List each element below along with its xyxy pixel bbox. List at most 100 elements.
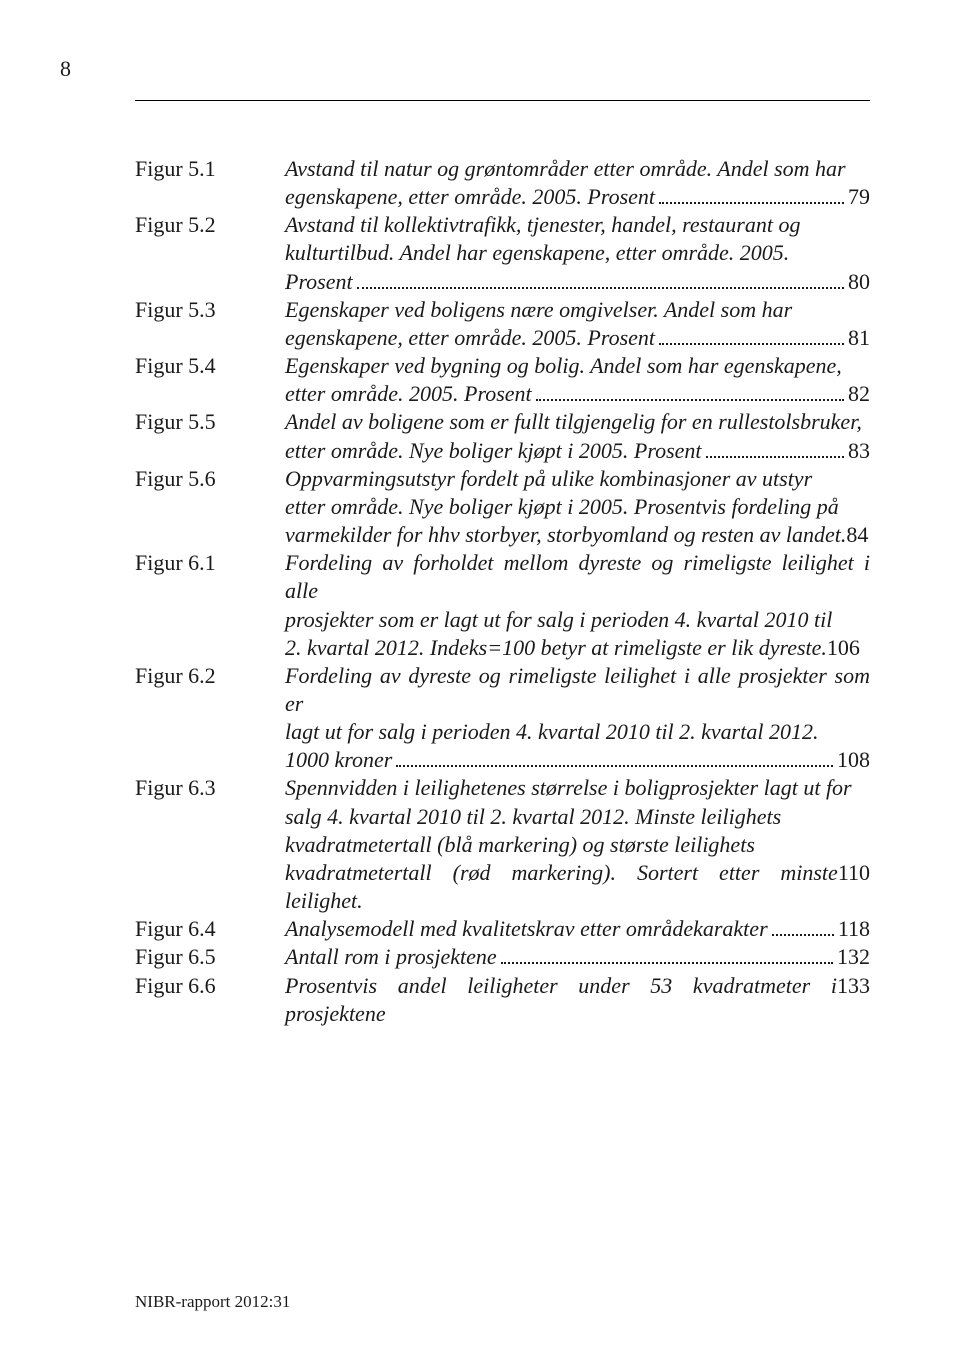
figure-label: Figur 6.4 bbox=[135, 915, 285, 943]
figure-leader-line: egenskapene, etter område. 2005. Prosent… bbox=[285, 324, 870, 352]
figure-page-number: 83 bbox=[848, 437, 870, 465]
figure-text-line: Avstand til kollektivtrafikk, tjenester,… bbox=[285, 211, 870, 239]
leader-dots bbox=[536, 399, 844, 401]
list-of-figures: Figur 5.1Avstand til natur og grøntområd… bbox=[135, 155, 870, 1028]
document-page: 8 Figur 5.1Avstand til natur og grøntomr… bbox=[0, 0, 960, 1367]
figure-description: Avstand til kollektivtrafikk, tjenester,… bbox=[285, 211, 870, 295]
figure-label: Figur 5.5 bbox=[135, 408, 285, 436]
figure-last-text: egenskapene, etter område. 2005. Prosent bbox=[285, 324, 655, 352]
figure-description: Prosentvis andel leiligheter under 53 kv… bbox=[285, 972, 870, 1028]
figure-last-text: varmekilder for hhv storbyer, storbyomla… bbox=[285, 521, 846, 549]
leader-dots bbox=[706, 456, 844, 458]
figure-text-line: Spennvidden i leilighetenes størrelse i … bbox=[285, 774, 870, 802]
figure-page-number: 108 bbox=[837, 746, 870, 774]
figure-description: Antall rom i prosjektene 132 bbox=[285, 943, 870, 971]
figure-entry: Figur 6.4Analysemodell med kvalitetskrav… bbox=[135, 915, 870, 943]
figure-text-line: Oppvarmingsutstyr fordelt på ulike kombi… bbox=[285, 465, 870, 493]
figure-description: Analysemodell med kvalitetskrav etter om… bbox=[285, 915, 870, 943]
figure-last-text: Prosent bbox=[285, 268, 353, 296]
figure-entry: Figur 6.1Fordeling av forholdet mellom d… bbox=[135, 549, 870, 662]
figure-page-number: 110 bbox=[838, 859, 870, 887]
figure-description: Fordeling av forholdet mellom dyreste og… bbox=[285, 549, 870, 662]
figure-text-line: Fordeling av forholdet mellom dyreste og… bbox=[285, 549, 870, 605]
figure-entry: Figur 6.5Antall rom i prosjektene 132 bbox=[135, 943, 870, 971]
leader-dots bbox=[501, 962, 833, 964]
figure-text-line: Egenskaper ved boligens nære omgivelser.… bbox=[285, 296, 870, 324]
footer-report-id: NIBR-rapport 2012:31 bbox=[135, 1292, 290, 1312]
figure-last-text: Antall rom i prosjektene bbox=[285, 943, 497, 971]
figure-leader-line: kvadratmetertall (rød markering). Sorter… bbox=[285, 859, 870, 915]
figure-text-line: salg 4. kvartal 2010 til 2. kvartal 2012… bbox=[285, 803, 870, 831]
leader-dots bbox=[772, 934, 834, 936]
figure-last-text: Prosentvis andel leiligheter under 53 kv… bbox=[285, 972, 837, 1028]
figure-text-line: kulturtilbud. Andel har egenskapene, ett… bbox=[285, 239, 870, 267]
figure-label: Figur 6.2 bbox=[135, 662, 285, 690]
figure-leader-line: varmekilder for hhv storbyer, storbyomla… bbox=[285, 521, 870, 549]
figure-entry: Figur 5.1Avstand til natur og grøntområd… bbox=[135, 155, 870, 211]
leader-dots bbox=[357, 287, 844, 289]
figure-label: Figur 5.6 bbox=[135, 465, 285, 493]
figure-label: Figur 6.5 bbox=[135, 943, 285, 971]
page-number: 8 bbox=[60, 56, 71, 82]
figure-leader-line: etter område. Nye boliger kjøpt i 2005. … bbox=[285, 437, 870, 465]
figure-page-number: 79 bbox=[848, 183, 870, 211]
leader-dots bbox=[659, 343, 844, 345]
figure-leader-line: egenskapene, etter område. 2005. Prosent… bbox=[285, 183, 870, 211]
figure-text-line: lagt ut for salg i perioden 4. kvartal 2… bbox=[285, 718, 870, 746]
figure-last-text: Analysemodell med kvalitetskrav etter om… bbox=[285, 915, 768, 943]
figure-label: Figur 5.2 bbox=[135, 211, 285, 239]
figure-entry: Figur 6.6Prosentvis andel leiligheter un… bbox=[135, 972, 870, 1028]
figure-page-number: 132 bbox=[837, 943, 870, 971]
figure-text-line: Avstand til natur og grøntområder etter … bbox=[285, 155, 870, 183]
figure-leader-line: 1000 kroner 108 bbox=[285, 746, 870, 774]
figure-label: Figur 5.4 bbox=[135, 352, 285, 380]
figure-description: Andel av boligene som er fullt tilgjenge… bbox=[285, 408, 870, 464]
figure-entry: Figur 6.2Fordeling av dyreste og rimelig… bbox=[135, 662, 870, 775]
figure-last-text: 2. kvartal 2012. Indeks=100 betyr at rim… bbox=[285, 634, 827, 662]
figure-entry: Figur 5.2Avstand til kollektivtrafikk, t… bbox=[135, 211, 870, 295]
figure-description: Egenskaper ved bygning og bolig. Andel s… bbox=[285, 352, 870, 408]
figure-last-text: 1000 kroner bbox=[285, 746, 392, 774]
figure-label: Figur 6.1 bbox=[135, 549, 285, 577]
figure-leader-line: 2. kvartal 2012. Indeks=100 betyr at rim… bbox=[285, 634, 870, 662]
figure-text-line: Egenskaper ved bygning og bolig. Andel s… bbox=[285, 352, 870, 380]
figure-entry: Figur 5.3Egenskaper ved boligens nære om… bbox=[135, 296, 870, 352]
figure-text-line: etter område. Nye boliger kjøpt i 2005. … bbox=[285, 493, 870, 521]
figure-leader-line: Antall rom i prosjektene 132 bbox=[285, 943, 870, 971]
figure-text-line: Fordeling av dyreste og rimeligste leili… bbox=[285, 662, 870, 718]
figure-leader-line: Analysemodell med kvalitetskrav etter om… bbox=[285, 915, 870, 943]
figure-last-text: kvadratmetertall (rød markering). Sorter… bbox=[285, 859, 838, 915]
figure-page-number: 81 bbox=[848, 324, 870, 352]
figure-leader-line: Prosentvis andel leiligheter under 53 kv… bbox=[285, 972, 870, 1028]
figure-text-line: kvadratmetertall (blå markering) og stør… bbox=[285, 831, 870, 859]
figure-page-number: 106 bbox=[827, 634, 860, 662]
figure-description: Fordeling av dyreste og rimeligste leili… bbox=[285, 662, 870, 775]
leader-dots bbox=[659, 202, 844, 204]
figure-last-text: etter område. 2005. Prosent bbox=[285, 380, 532, 408]
figure-label: Figur 5.3 bbox=[135, 296, 285, 324]
figure-page-number: 118 bbox=[838, 915, 870, 943]
figure-entry: Figur 6.3Spennvidden i leilighetenes stø… bbox=[135, 774, 870, 915]
figure-page-number: 82 bbox=[848, 380, 870, 408]
figure-entry: Figur 5.4Egenskaper ved bygning og bolig… bbox=[135, 352, 870, 408]
figure-description: Egenskaper ved boligens nære omgivelser.… bbox=[285, 296, 870, 352]
figure-text-line: Andel av boligene som er fullt tilgjenge… bbox=[285, 408, 870, 436]
figure-label: Figur 6.6 bbox=[135, 972, 285, 1000]
figure-page-number: 80 bbox=[848, 268, 870, 296]
figure-page-number: 133 bbox=[837, 972, 870, 1000]
figure-last-text: egenskapene, etter område. 2005. Prosent bbox=[285, 183, 655, 211]
figure-leader-line: Prosent 80 bbox=[285, 268, 870, 296]
figure-label: Figur 6.3 bbox=[135, 774, 285, 802]
figure-leader-line: etter område. 2005. Prosent 82 bbox=[285, 380, 870, 408]
figure-description: Spennvidden i leilighetenes størrelse i … bbox=[285, 774, 870, 915]
figure-description: Avstand til natur og grøntområder etter … bbox=[285, 155, 870, 211]
figure-label: Figur 5.1 bbox=[135, 155, 285, 183]
figure-text-line: prosjekter som er lagt ut for salg i per… bbox=[285, 606, 870, 634]
figure-entry: Figur 5.5Andel av boligene som er fullt … bbox=[135, 408, 870, 464]
leader-dots bbox=[396, 765, 833, 767]
figure-description: Oppvarmingsutstyr fordelt på ulike kombi… bbox=[285, 465, 870, 549]
figure-entry: Figur 5.6Oppvarmingsutstyr fordelt på ul… bbox=[135, 465, 870, 549]
figure-page-number: 84 bbox=[846, 521, 868, 549]
figure-last-text: etter område. Nye boliger kjøpt i 2005. … bbox=[285, 437, 702, 465]
header-rule bbox=[135, 100, 870, 101]
